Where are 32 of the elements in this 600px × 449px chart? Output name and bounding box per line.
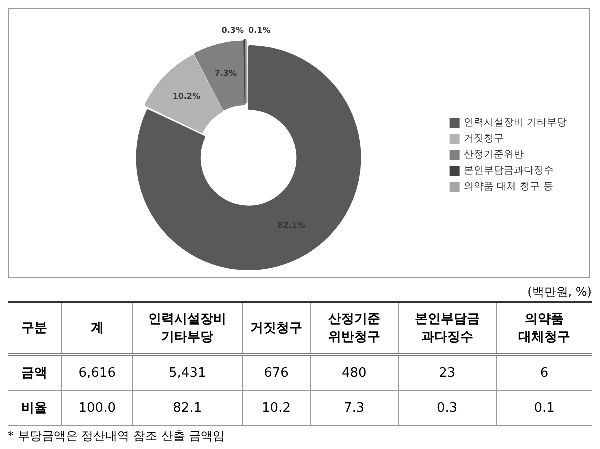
category-label: 거짓청구 [242, 302, 311, 354]
category-label: 본인부담금 과다징수 [398, 302, 497, 354]
text: 금액 [8, 354, 62, 390]
data-label: 480 [310, 354, 398, 390]
legend-label: 산정기준위반 [464, 150, 524, 161]
data-label: 0.1 [496, 390, 592, 426]
data-label: 0.3% [222, 26, 244, 36]
legend-label: 의약품 대체 청구 등 [464, 182, 554, 193]
text: (백만원, %) [526, 284, 592, 301]
data-label: 7.3% [214, 69, 237, 78]
category-label: 인력시설장비 기타부당 [132, 302, 242, 354]
data-label: 5,431 [132, 354, 242, 390]
legend-title: 구분 [8, 302, 62, 354]
data-label: 0.3 [398, 390, 497, 426]
data-label: 10.2 [242, 390, 311, 426]
category-label: 계 [62, 302, 133, 354]
data-label: 0.1% [248, 26, 271, 36]
data-label: 6,616 [62, 354, 133, 390]
legend-label: 본인부담금과다징수 [464, 166, 554, 177]
data-label: 6 [496, 354, 592, 390]
data-label: 23 [398, 354, 497, 390]
category-label: 의약품 대체청구 [496, 302, 592, 354]
text: 비율 [8, 390, 62, 426]
legend-label: 인력시설장비 기타부당 [464, 118, 568, 129]
category-label: 산정기준 위반청구 [310, 302, 398, 354]
text: * 부당금액은 정산내역 참조 산출 금액임 [8, 428, 226, 445]
data-label: 10.2% [172, 92, 201, 102]
data-label: 676 [242, 354, 311, 390]
legend-label: 거짓청구 [464, 134, 504, 145]
data-label: 7.3 [310, 390, 398, 426]
data-label: 100.0 [62, 390, 133, 426]
data-label: 82.1 [132, 390, 242, 426]
